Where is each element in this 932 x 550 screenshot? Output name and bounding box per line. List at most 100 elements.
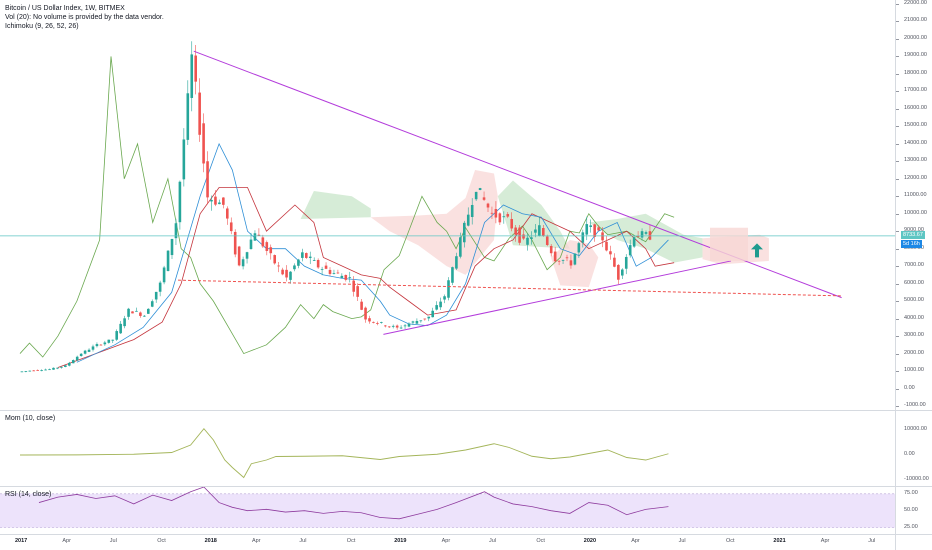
price-tick-mark xyxy=(896,318,899,320)
candle-body xyxy=(293,265,296,270)
candle-body xyxy=(32,370,36,372)
price-tick-mark xyxy=(896,248,899,250)
price-tick-label: 1000.00 xyxy=(904,367,924,374)
price-tick-mark xyxy=(896,4,899,5)
candle-body xyxy=(328,269,332,274)
price-tick-mark xyxy=(896,353,899,355)
candle-body xyxy=(380,321,383,323)
price-tick-mark xyxy=(896,143,899,145)
candle-body xyxy=(64,365,67,367)
candle-body xyxy=(56,367,59,369)
candle-body xyxy=(107,339,111,343)
candle-body xyxy=(632,237,636,247)
ichimoku-base-line xyxy=(57,187,675,368)
candle-body xyxy=(206,161,209,198)
candle-body xyxy=(186,93,190,140)
ichimoku-cloud-bullish xyxy=(588,213,703,263)
candle-body xyxy=(147,308,150,314)
price-tick-mark xyxy=(896,108,899,110)
candle-body xyxy=(229,222,233,232)
price-tick-mark xyxy=(896,178,899,180)
candle-body xyxy=(498,213,502,223)
candle-body xyxy=(60,366,63,368)
candle-body xyxy=(269,247,273,254)
rsi-band xyxy=(0,493,895,528)
candle-body xyxy=(210,199,213,202)
candle-body xyxy=(285,269,288,278)
ichimoku-indicator-label[interactable]: Ichimoku (9, 26, 52, 26) xyxy=(5,23,79,30)
price-tick-label: 4000.00 xyxy=(904,314,924,321)
candle-body xyxy=(407,323,411,327)
symbol-title[interactable]: Bitcoin / US Dollar Index, 1W, BITMEX xyxy=(5,5,125,12)
time-tick-label: 2019 xyxy=(394,538,407,544)
candle-body xyxy=(99,344,103,346)
candle-body xyxy=(597,227,600,231)
candle-body xyxy=(253,233,257,241)
candle-body xyxy=(510,218,513,229)
momentum-chart[interactable] xyxy=(0,411,895,486)
candle-body xyxy=(463,222,466,243)
candle-body xyxy=(482,197,486,200)
time-axis[interactable]: 2017 Apr Jul Oct 2018 Apr Jul Oct 2019 Apr Jul Oct 2… xyxy=(0,535,895,550)
candle-body xyxy=(68,362,71,366)
price-tick-label: 10000.00 xyxy=(904,209,927,216)
price-tick-label: 9000.00 xyxy=(904,227,924,233)
candle-body xyxy=(399,327,403,329)
candle-body xyxy=(466,214,470,226)
time-tick-label: 2017 xyxy=(15,538,28,544)
candle-body xyxy=(605,241,608,251)
rsi-chart[interactable] xyxy=(0,487,895,534)
candle-body xyxy=(312,260,316,261)
price-tick-label: -1000.00 xyxy=(904,402,926,408)
candle-body xyxy=(506,214,510,217)
candle-body xyxy=(261,237,265,247)
candle-body xyxy=(415,320,419,324)
time-tick-label: Apr xyxy=(252,538,261,544)
price-tick-label: 3000.00 xyxy=(904,332,924,339)
rsi-line xyxy=(38,487,669,520)
candle-body xyxy=(542,228,545,236)
candle-body xyxy=(451,267,454,283)
candle-body xyxy=(613,257,616,267)
momentum-tick-label: 10000.00 xyxy=(904,426,927,432)
candle-body xyxy=(95,344,99,347)
momentum-label[interactable]: Mom (10, close) xyxy=(5,415,56,422)
candle-body xyxy=(494,209,498,218)
up-arrow-icon xyxy=(751,243,763,258)
candle-body xyxy=(277,265,280,267)
price-axis[interactable]: 22000.00 21000.00 20000.00 19000.00 18000.00… xyxy=(896,0,932,410)
main-chart-pane[interactable]: Bitcoin / US Dollar Index, 1W, BITMEX Vo… xyxy=(0,0,895,410)
candle-body xyxy=(194,55,197,82)
candle-body xyxy=(372,321,375,323)
price-tick-mark xyxy=(896,91,899,93)
rsi-axis[interactable]: 75.00 50.00 25.00 xyxy=(896,487,932,534)
price-chart[interactable] xyxy=(0,0,895,410)
candle-body xyxy=(198,92,201,135)
time-tick-label: Apr xyxy=(62,538,71,544)
candle-body xyxy=(162,267,166,283)
candle-body xyxy=(123,318,126,327)
volume-indicator-label[interactable]: Vol (20): No volume is provided by the d… xyxy=(5,14,164,21)
price-tick-mark xyxy=(896,126,899,128)
candle-body xyxy=(557,260,561,262)
rsi-label[interactable]: RSI (14, close) xyxy=(5,491,52,498)
price-tick-mark xyxy=(896,406,899,407)
candle-body xyxy=(490,212,494,214)
candle-body xyxy=(103,342,107,345)
candle-body xyxy=(530,237,533,239)
candle-body xyxy=(150,301,154,307)
price-tick-label: 2000.00 xyxy=(904,349,924,356)
candle-body xyxy=(486,203,490,208)
candle-body xyxy=(44,369,47,371)
support-dashed-line xyxy=(177,279,842,297)
momentum-axis[interactable]: 10000.00 0.00 -10000.00 xyxy=(896,411,932,486)
rsi-pane[interactable]: RSI (14, close) xyxy=(0,487,895,534)
momentum-pane[interactable]: Mom (10, close) xyxy=(0,411,895,486)
candle-body xyxy=(514,227,517,235)
candle-body xyxy=(561,259,565,261)
candle-body xyxy=(573,253,577,265)
candle-body xyxy=(431,310,434,318)
candles xyxy=(20,41,652,373)
candle-body xyxy=(83,350,87,354)
candle-body xyxy=(549,245,553,254)
